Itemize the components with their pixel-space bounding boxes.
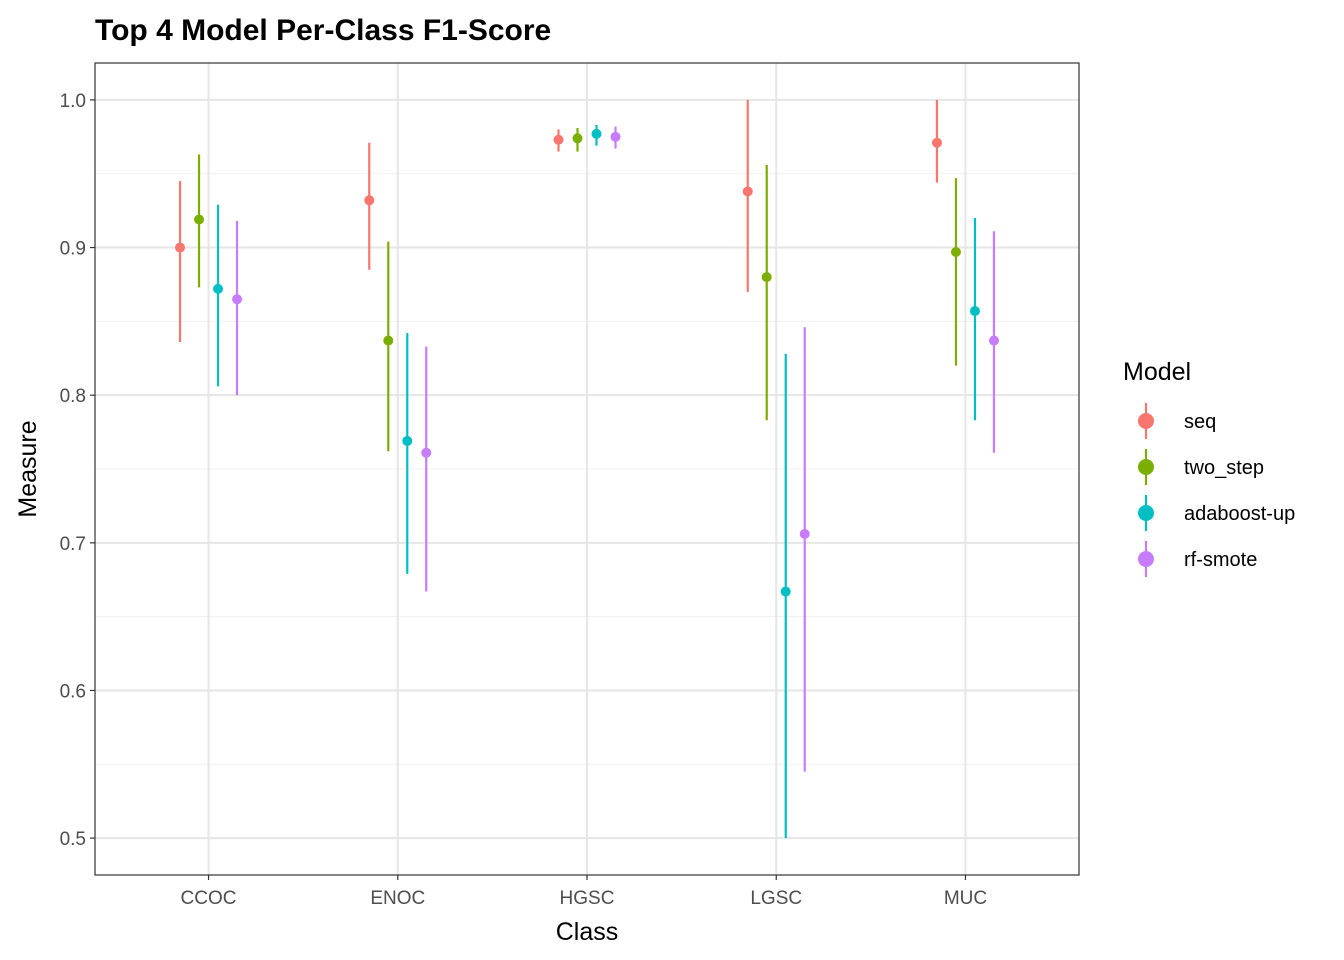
data-point [383,335,394,346]
data-point [232,294,243,305]
legend-label: two_step [1184,457,1264,479]
data-point [761,272,772,283]
y-tick-label: 0.7 [60,534,86,555]
x-axis-label: Class [556,918,619,946]
legend-label: rf-smote [1184,549,1257,571]
x-tick-label: ENOC [370,888,425,909]
legend-key-adaboost-up [1138,495,1154,531]
data-point [175,242,186,253]
data-point [931,137,942,148]
y-tick-label: 0.9 [60,239,86,260]
legend-key-point [1138,459,1154,475]
legend-key-two_step [1138,449,1154,485]
x-tick-label: HGSC [560,888,615,909]
data-point [591,128,602,139]
data-point [969,306,980,317]
legend-label: seq [1184,411,1216,433]
x-tick-label: LGSC [750,888,802,909]
data-point [402,435,413,446]
data-point [572,133,583,144]
series-adaboost-up [213,125,980,839]
data-point [988,335,999,346]
x-axis: CCOC ENOC HGSC LGSC MUC [181,875,987,909]
data-point [780,586,791,597]
data-point [421,447,432,458]
data-point [950,246,961,257]
y-tick-label: 1.0 [60,91,86,112]
data-point [742,186,753,197]
y-tick-label: 0.8 [60,386,86,407]
series-seq [175,99,942,343]
legend-key-point [1138,505,1154,521]
legend: Model seq two_step adaboost-up rf-smote [1123,358,1295,577]
x-tick-label: CCOC [181,888,237,909]
data-point [553,134,564,145]
legend-label: adaboost-up [1184,503,1295,525]
series-layer [175,99,999,839]
legend-title: Model [1123,358,1191,386]
data-point [610,131,621,142]
data-point [194,214,205,225]
chart-title: Top 4 Model Per-Class F1-Score [95,14,551,47]
plot-panel [94,62,1080,876]
legend-key-seq [1138,403,1154,439]
y-tick-label: 0.6 [60,681,86,702]
legend-key-point [1138,413,1154,429]
series-rf-smote [232,126,999,772]
legend-key-rf-smote [1138,541,1154,577]
x-tick-label: MUC [944,888,987,909]
legend-key-point [1138,551,1154,567]
y-tick-label: 0.5 [60,829,86,850]
data-point [799,528,810,539]
y-axis-label: Measure [14,420,42,517]
y-axis: 0.5 0.6 0.7 0.8 0.9 1.0 [60,91,95,850]
data-point [364,195,375,206]
data-point [213,283,224,294]
series-two_step [194,127,961,452]
